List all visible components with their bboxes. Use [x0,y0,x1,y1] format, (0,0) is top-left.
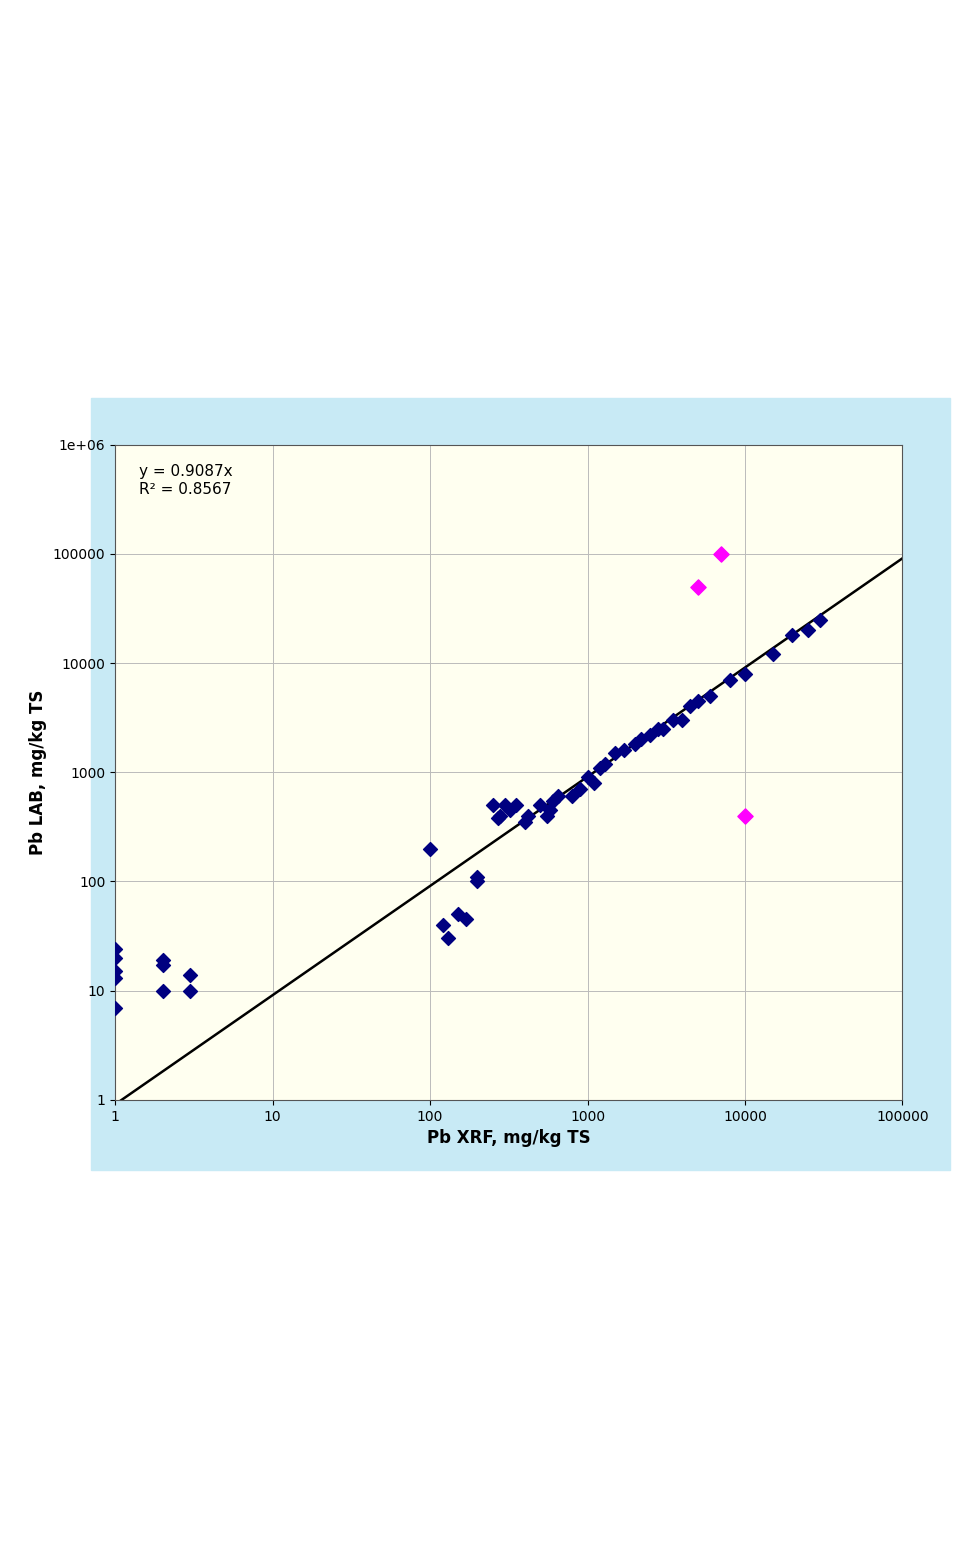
Point [683,694,698,719]
Point [520,803,536,828]
Text: y = 0.9087x
R² = 0.8567: y = 0.9087x R² = 0.8567 [139,465,232,496]
Point [650,716,665,741]
Point [564,785,580,810]
Point [108,959,123,984]
Point [502,797,517,822]
Point [572,777,588,802]
Point [497,792,513,817]
Point [634,727,649,752]
Point [182,978,198,1003]
Point [690,574,706,599]
Point [491,805,506,830]
Point [616,738,632,763]
Point [545,788,561,813]
Point [469,869,485,894]
Point [812,607,828,632]
Point [422,836,438,861]
Point [587,771,602,796]
Point [703,683,718,708]
Point [435,913,450,938]
Point [155,947,170,972]
Point [155,953,170,978]
Point [108,936,123,961]
Point [108,945,123,970]
Point [508,792,523,817]
Point [182,963,198,987]
Point [492,803,508,828]
Point [592,755,608,780]
Point [155,978,170,1003]
Point [108,995,123,1020]
Point [469,864,485,889]
Point [608,741,623,766]
Point [713,541,729,566]
Point [800,618,815,643]
X-axis label: Pb XRF, mg/kg TS: Pb XRF, mg/kg TS [427,1129,590,1147]
Point [441,927,456,952]
Point [665,708,681,733]
Point [627,732,642,757]
Point [737,803,753,828]
Point [675,708,690,733]
Point [690,688,706,713]
Point [450,902,466,927]
Point [765,641,780,666]
Point [459,906,474,931]
Point [784,622,800,647]
Point [533,792,548,817]
Point [642,722,658,747]
Point [737,661,753,686]
Point [108,966,123,991]
Point [655,716,670,741]
Point [542,797,558,822]
Point [517,810,533,835]
Point [580,764,595,789]
Point [485,792,500,817]
Point [539,803,554,828]
Point [550,785,565,810]
Point [722,668,737,693]
Y-axis label: Pb LAB, mg/kg TS: Pb LAB, mg/kg TS [30,690,47,855]
Point [598,750,613,775]
